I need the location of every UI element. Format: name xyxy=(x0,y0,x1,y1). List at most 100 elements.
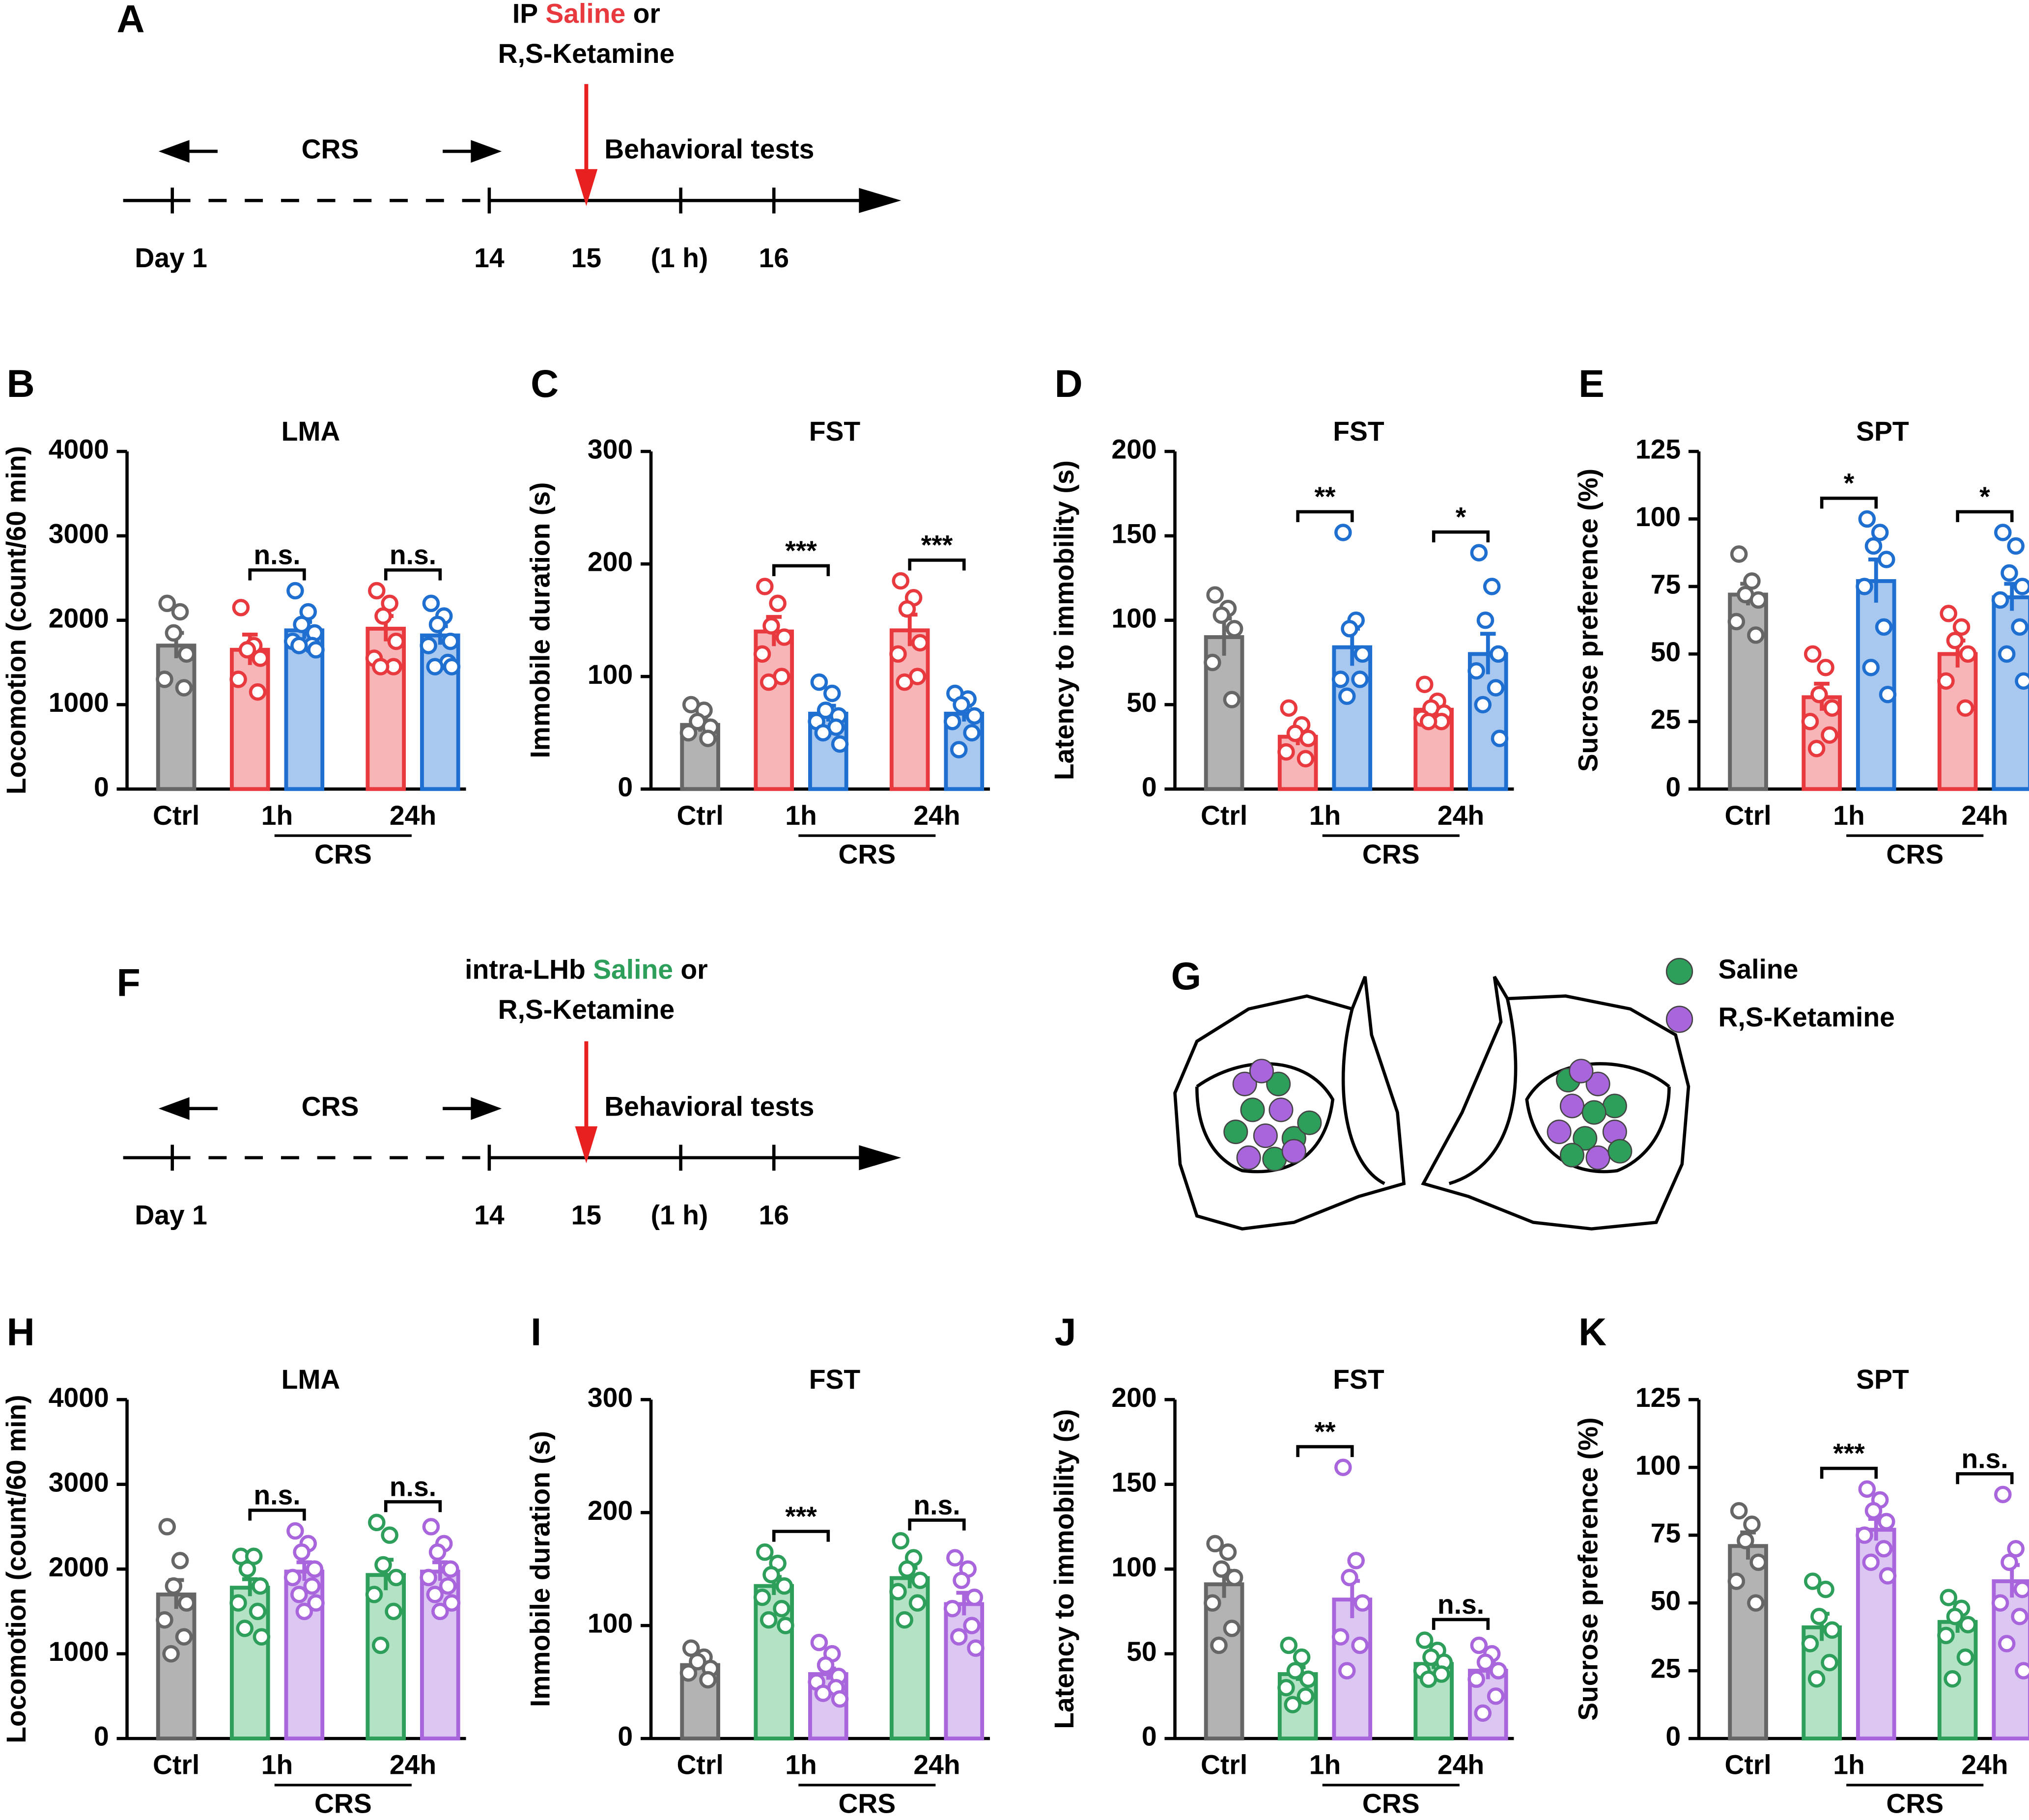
data-point xyxy=(753,645,771,663)
data-point xyxy=(303,1577,321,1595)
panel-letter: J xyxy=(1055,1310,1076,1353)
data-point xyxy=(2001,564,2018,582)
y-tick-label: 75 xyxy=(1651,569,1681,600)
significance-label: *** xyxy=(785,535,817,566)
data-point xyxy=(817,1656,835,1674)
y-tick-label: 100 xyxy=(588,659,633,690)
significance-bracket xyxy=(384,568,442,581)
data-point xyxy=(965,707,984,725)
treatment: IP Saline or xyxy=(512,0,660,28)
x-tick-label: 24h xyxy=(1437,800,1484,831)
data-point xyxy=(286,1522,304,1540)
data-point xyxy=(431,1602,449,1621)
data-point xyxy=(1747,626,1765,644)
significance-label: n.s. xyxy=(1961,1444,2008,1474)
data-point xyxy=(158,594,176,613)
data-point xyxy=(1801,713,1819,730)
data-point xyxy=(1219,1543,1237,1561)
data-point xyxy=(1747,1594,1765,1612)
data-point xyxy=(1338,687,1356,705)
x-tick-label: 1h xyxy=(785,800,817,831)
data-point xyxy=(2013,578,2029,595)
data-point xyxy=(1810,686,1828,703)
data-point xyxy=(699,1671,717,1689)
data-point xyxy=(762,1566,780,1584)
data-point xyxy=(1743,1515,1761,1533)
timeline-a: A IP Saline or R,S-Ketamine CRS Behavior… xyxy=(117,0,902,273)
y-axis-label: Sucrose preference (%) xyxy=(1573,469,1603,772)
data-point xyxy=(1331,671,1350,688)
data-point xyxy=(1817,1580,1834,1598)
data-point xyxy=(1823,699,1841,717)
data-point xyxy=(428,616,447,634)
data-point xyxy=(1998,1635,2016,1652)
data-point xyxy=(387,1568,405,1587)
data-point xyxy=(1956,699,1974,717)
data-point xyxy=(171,603,189,621)
data-point xyxy=(896,673,913,691)
day: 16 xyxy=(759,1200,789,1231)
data-point xyxy=(381,1526,398,1544)
x-tick-label: 1h xyxy=(261,1750,293,1780)
bar xyxy=(1856,579,1896,791)
data-point xyxy=(1749,1553,1767,1571)
significance-bracket xyxy=(1820,1466,1878,1479)
data-point xyxy=(773,1599,790,1618)
data-point xyxy=(1347,1552,1365,1569)
data-point xyxy=(1284,1696,1301,1713)
data-point xyxy=(943,713,961,730)
data-point xyxy=(756,578,774,595)
data-point xyxy=(1946,632,1964,649)
significance-label: * xyxy=(1844,468,1855,499)
data-point xyxy=(1476,611,1494,629)
tests: Behavioral tests xyxy=(604,1091,814,1121)
data-point xyxy=(238,1560,256,1578)
data-point xyxy=(965,1588,984,1606)
group-label: CRS xyxy=(1362,839,1420,869)
significance-bracket xyxy=(1820,497,1878,509)
data-point xyxy=(1937,1626,1955,1645)
data-point xyxy=(889,1583,907,1600)
significance-label: *** xyxy=(785,1501,817,1532)
data-point xyxy=(1940,1589,1957,1606)
data-point xyxy=(1879,1567,1897,1585)
data-point xyxy=(1467,662,1485,680)
data-point xyxy=(1419,713,1437,730)
data-point xyxy=(1804,1572,1822,1590)
significance-bracket xyxy=(1956,510,2014,522)
group-label: CRS xyxy=(1362,1789,1420,1819)
data-point xyxy=(1749,591,1767,609)
legend-swatch xyxy=(1665,1006,1693,1033)
day: Day 1 xyxy=(135,1200,207,1231)
data-point xyxy=(699,729,717,747)
treatment: intra-LHb Saline or xyxy=(465,954,708,984)
data-point xyxy=(2013,1580,2029,1598)
y-tick-label: 200 xyxy=(588,1495,633,1526)
data-point xyxy=(814,1684,832,1702)
significance-label: n.s. xyxy=(913,1490,960,1520)
data-point xyxy=(156,671,173,688)
data-point xyxy=(1280,1636,1298,1654)
x-tick-label: 24h xyxy=(390,800,436,831)
significance-bracket xyxy=(772,564,830,576)
data-point xyxy=(898,1560,916,1578)
x-tick-label: 1h xyxy=(785,1750,817,1780)
data-point xyxy=(1351,671,1369,688)
data-point xyxy=(1204,653,1221,672)
data-point xyxy=(1821,1653,1838,1672)
x-tick-label: Ctrl xyxy=(1724,800,1771,831)
data-point xyxy=(762,617,780,635)
data-point xyxy=(1476,1653,1494,1671)
legend-label: R,S-Ketamine xyxy=(1718,1002,1894,1033)
y-tick-label: 150 xyxy=(1111,1467,1156,1497)
chart-title: LMA xyxy=(282,416,340,447)
arrow-head xyxy=(471,1097,502,1120)
panel: H LMA Locomotion (count/60 min) 0 1000 2000 30… xyxy=(1,1310,466,1819)
data-point xyxy=(443,1594,461,1612)
data-point xyxy=(1959,645,1977,663)
data-point xyxy=(238,641,256,659)
panel: C FST Immobile duration (s) 0 100 200 300 Ctrl 1… xyxy=(525,362,990,869)
data-point xyxy=(365,1586,383,1603)
data-point xyxy=(1858,510,1876,528)
